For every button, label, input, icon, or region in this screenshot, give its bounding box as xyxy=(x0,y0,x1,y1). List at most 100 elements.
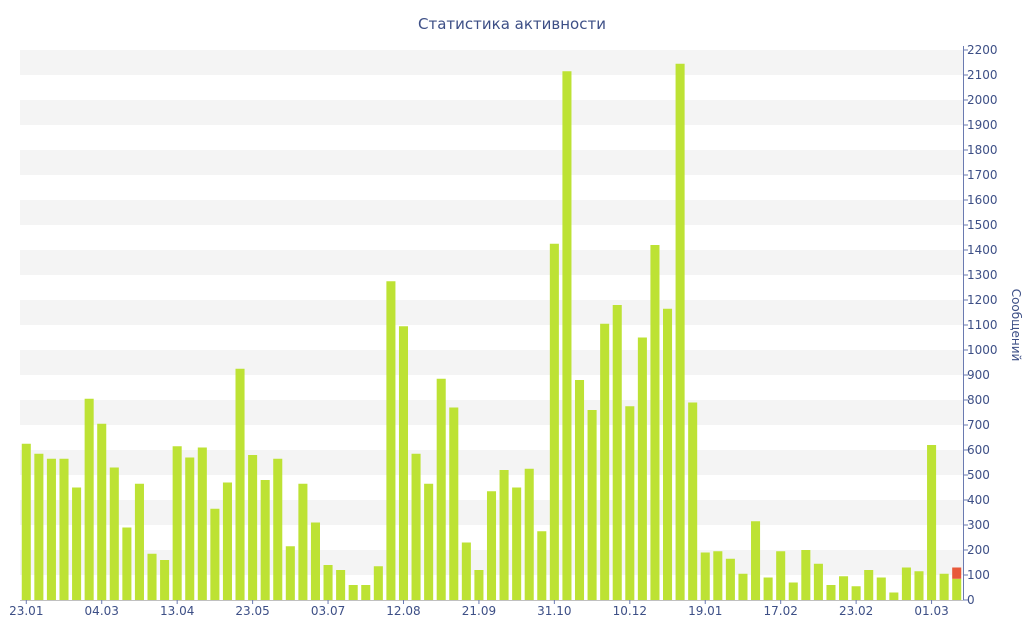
bar xyxy=(713,551,723,600)
bar xyxy=(46,458,56,600)
bar xyxy=(788,582,798,600)
bar xyxy=(688,402,698,600)
grid-band xyxy=(20,400,963,425)
bar xyxy=(901,567,911,600)
bar xyxy=(323,565,333,600)
y-tick-label: 600 xyxy=(967,443,990,457)
bar xyxy=(700,552,710,600)
bar xyxy=(474,570,484,600)
y-tick-label: 400 xyxy=(967,493,990,507)
grid-band xyxy=(20,100,963,125)
y-tick-label: 200 xyxy=(967,543,990,557)
bar xyxy=(34,453,44,600)
bar-highlight xyxy=(952,567,962,579)
bar xyxy=(851,586,861,600)
bar xyxy=(122,527,132,600)
y-tick-label: 1100 xyxy=(967,318,998,332)
bar xyxy=(499,470,509,600)
bar xyxy=(952,578,962,600)
bar xyxy=(801,550,811,600)
grid-band xyxy=(20,250,963,275)
bar xyxy=(348,585,358,600)
bar xyxy=(310,522,320,600)
y-tick-label: 500 xyxy=(967,468,990,482)
y-tick-label: 100 xyxy=(967,568,990,582)
y-tick-label: 300 xyxy=(967,518,990,532)
bar xyxy=(600,323,610,600)
bar xyxy=(235,368,245,600)
y-tick-label: 1000 xyxy=(967,343,998,357)
bar xyxy=(411,453,421,600)
bar xyxy=(663,308,673,600)
bar xyxy=(449,407,459,600)
bar xyxy=(650,245,660,600)
bar xyxy=(839,576,849,600)
y-tick-label: 1400 xyxy=(967,243,998,257)
grid-band xyxy=(20,450,963,475)
x-tick-label: 17.02 xyxy=(764,604,798,618)
bar xyxy=(574,380,585,600)
y-tick-label: 2000 xyxy=(967,93,998,107)
bar xyxy=(939,573,949,600)
bar xyxy=(436,378,446,600)
bar xyxy=(160,560,170,600)
bar xyxy=(876,577,886,600)
x-tick-label: 23.05 xyxy=(235,604,269,618)
bar xyxy=(675,63,685,600)
bar xyxy=(134,483,144,600)
bar xyxy=(927,445,937,600)
y-tick-label: 1500 xyxy=(967,218,998,232)
bar xyxy=(298,483,308,600)
y-tick-label: 1600 xyxy=(967,193,998,207)
bar xyxy=(864,570,874,600)
grid-band xyxy=(20,50,963,75)
x-tick-label: 13.04 xyxy=(160,604,194,618)
chart-title: Статистика активности xyxy=(418,15,606,33)
bar xyxy=(486,491,497,600)
bar xyxy=(285,546,295,600)
bar xyxy=(424,483,434,600)
bar xyxy=(625,406,635,600)
bar xyxy=(59,458,69,600)
x-tick-label: 10.12 xyxy=(613,604,647,618)
bar xyxy=(725,558,735,600)
bar xyxy=(637,337,647,600)
y-tick-label: 1800 xyxy=(967,143,998,157)
x-tick-label: 12.08 xyxy=(386,604,420,618)
bar xyxy=(524,468,534,600)
x-tick-label: 04.03 xyxy=(85,604,119,618)
bar xyxy=(109,467,119,600)
y-tick-label: 1900 xyxy=(967,118,998,132)
y-tick-label: 800 xyxy=(967,393,990,407)
bar xyxy=(386,281,396,600)
bar xyxy=(185,457,195,600)
y-tick-label: 900 xyxy=(967,368,990,382)
grid-band xyxy=(20,300,963,325)
bar xyxy=(587,410,597,600)
bar xyxy=(210,508,220,600)
bar xyxy=(97,423,107,600)
y-tick-label: 1700 xyxy=(967,168,998,182)
bar xyxy=(537,531,547,600)
bar xyxy=(549,243,559,600)
bar xyxy=(361,585,371,600)
bar xyxy=(84,398,94,600)
x-tick-label: 31.10 xyxy=(537,604,571,618)
y-tick-label: 0 xyxy=(967,593,975,607)
bar xyxy=(612,305,622,600)
bar xyxy=(889,592,899,600)
bar xyxy=(222,482,232,600)
bar xyxy=(512,487,522,600)
x-tick-label: 19.01 xyxy=(688,604,722,618)
bar xyxy=(147,553,157,600)
bar xyxy=(248,455,258,600)
bar xyxy=(776,551,786,600)
bar xyxy=(72,487,82,600)
x-tick-label: 23.01 xyxy=(9,604,43,618)
y-axis-title: Сообщений xyxy=(1009,289,1023,362)
grid-band xyxy=(20,350,963,375)
bar xyxy=(373,566,383,600)
x-tick-label: 01.03 xyxy=(914,604,948,618)
bar xyxy=(461,542,471,600)
